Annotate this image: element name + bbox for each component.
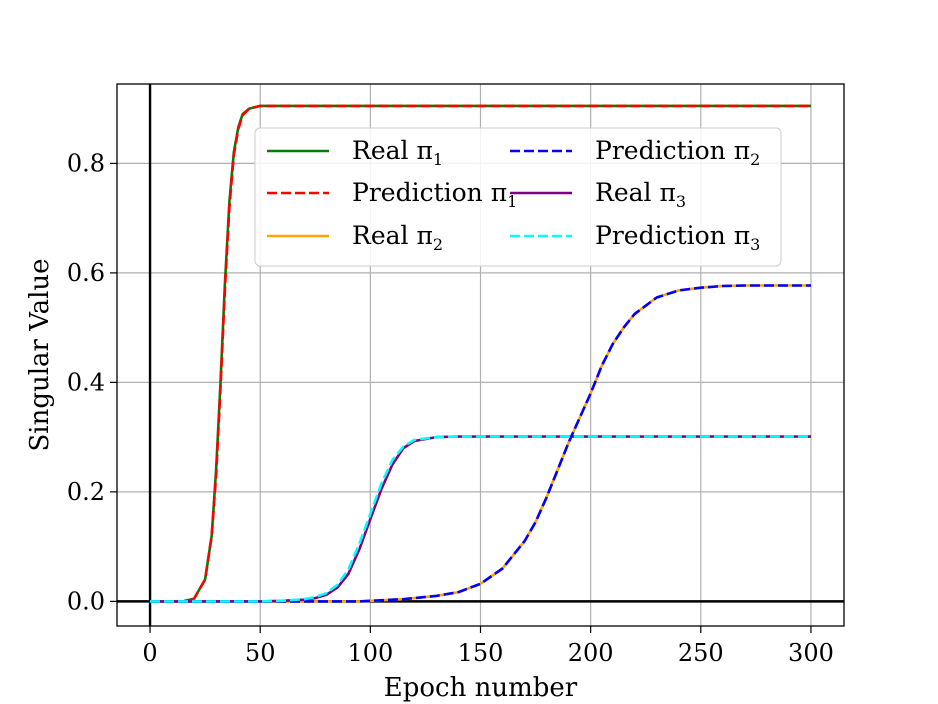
series-line-prediction-pi1: [150, 104, 811, 603]
legend-label: Real π3: [595, 178, 686, 211]
x-tick-label: 150: [458, 639, 504, 667]
x-tick-label: 300: [788, 639, 834, 667]
legend-label: Prediction π3: [595, 221, 760, 254]
y-axis-ticks: 0.0 0.2 0.4 0.6 0.8: [67, 149, 117, 615]
x-tick-label: 100: [347, 639, 393, 667]
x-tick-label: 250: [678, 639, 724, 667]
legend-entry-real-pi3: Real π3: [510, 178, 686, 211]
x-tick-label: 50: [245, 639, 276, 667]
x-tick-label: 0: [142, 639, 157, 667]
y-tick-label: 0.0: [67, 587, 105, 615]
legend-entry-real-pi1: Real π1: [267, 136, 443, 169]
y-tick-label: 0.4: [67, 368, 105, 396]
x-axis-ticks: 0 50 100 150 200 250 300: [142, 626, 834, 667]
legend-label: Prediction π1: [352, 178, 517, 211]
legend-entries: Real π1 Prediction π1 Real π2 Prediction π2…: [267, 136, 760, 254]
y-tick-label: 0.2: [67, 478, 105, 506]
legend-entry-prediction-pi1: Prediction π1: [267, 178, 517, 211]
y-tick-label: 0.8: [67, 149, 105, 177]
legend-box: [254, 127, 782, 267]
legend-entry-real-pi2: Real π2: [267, 221, 443, 254]
y-tick-label: 0.6: [67, 259, 105, 287]
x-tick-label: 200: [568, 639, 614, 667]
legend-label: Real π1: [352, 136, 443, 169]
legend-label: Real π2: [352, 221, 443, 254]
legend-entry-prediction-pi3: Prediction π3: [510, 221, 760, 254]
legend-label: Prediction π2: [595, 136, 760, 169]
x-axis-label: Epoch number: [384, 673, 578, 703]
y-axis-label: Singular Value: [25, 258, 55, 451]
series-line-prediction-pi3: [150, 435, 811, 603]
series-layer: [150, 104, 811, 603]
legend: Real π1 Prediction π1 Real π2 Prediction π2…: [254, 127, 782, 267]
legend-entry-prediction-pi2: Prediction π2: [510, 136, 760, 169]
